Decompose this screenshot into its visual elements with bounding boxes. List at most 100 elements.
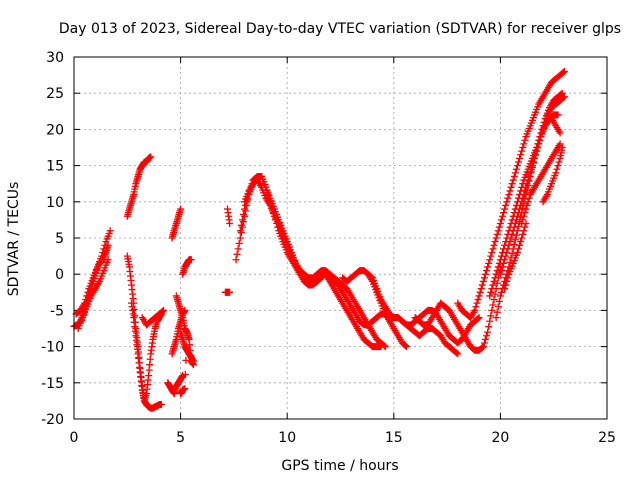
data-point <box>512 231 520 239</box>
data-point <box>515 209 523 217</box>
data-point <box>487 312 495 320</box>
data-point <box>518 147 526 155</box>
data-point <box>504 194 512 202</box>
data-point <box>505 241 513 249</box>
data-point <box>554 162 562 170</box>
x-tick-label: 0 <box>70 430 79 446</box>
data-point <box>517 238 525 246</box>
data-point <box>157 401 165 409</box>
data-point <box>525 172 533 180</box>
data-point <box>509 227 517 235</box>
data-point <box>519 230 527 238</box>
series-trace-16 <box>221 288 234 296</box>
data-point <box>101 241 109 249</box>
data-point <box>559 68 567 76</box>
y-axis-label: SDTVAR / TECUs <box>6 182 22 297</box>
data-point <box>521 209 529 217</box>
data-point <box>181 385 189 393</box>
data-point <box>525 194 533 202</box>
x-tick-label: 5 <box>176 430 185 446</box>
data-point <box>483 267 491 275</box>
data-point <box>160 306 168 314</box>
data-point <box>497 288 505 296</box>
data-point <box>491 274 499 282</box>
data-point <box>501 285 509 293</box>
data-point <box>479 277 487 285</box>
data-point <box>242 201 250 209</box>
data-point <box>509 176 517 184</box>
data-point <box>502 281 510 289</box>
data-point <box>182 356 190 364</box>
data-point <box>534 144 542 151</box>
data-point <box>527 165 535 173</box>
series-trace-8 <box>164 372 187 398</box>
data-point <box>490 296 498 304</box>
data-point <box>508 249 516 257</box>
data-point <box>484 263 492 271</box>
data-point <box>81 299 89 307</box>
data-point <box>489 245 497 253</box>
data-point <box>520 191 528 199</box>
data-point <box>524 198 532 206</box>
data-point <box>499 263 507 271</box>
data-point <box>475 314 483 322</box>
data-point <box>473 299 481 307</box>
series-trace-19 <box>241 176 389 351</box>
data-point <box>555 158 563 166</box>
data-point <box>501 205 509 213</box>
y-tick-label: 10 <box>46 195 64 211</box>
y-tick-label: -5 <box>50 303 64 319</box>
data-point <box>491 238 499 246</box>
data-point <box>494 227 502 235</box>
data-point <box>508 180 516 188</box>
data-point <box>518 220 526 228</box>
data-point <box>484 328 492 336</box>
data-point <box>485 323 493 331</box>
data-point <box>502 252 510 260</box>
data-point <box>552 169 560 177</box>
data-point <box>497 216 505 224</box>
data-point <box>504 274 512 282</box>
data-point <box>500 259 508 267</box>
series-trace-29 <box>539 144 566 206</box>
data-point <box>520 212 528 220</box>
data-point <box>501 256 509 264</box>
data-point <box>486 292 494 300</box>
data-point <box>477 285 485 293</box>
data-point <box>480 274 488 282</box>
series-trace-5 <box>123 252 165 412</box>
data-point <box>499 212 507 220</box>
data-point <box>511 236 519 244</box>
data-point <box>523 180 531 188</box>
data-point <box>519 216 527 224</box>
series-trace-28 <box>518 140 564 228</box>
data-point <box>453 349 461 357</box>
data-point <box>238 216 246 224</box>
data-point <box>494 303 502 311</box>
data-point <box>500 209 508 217</box>
data-point <box>513 162 521 170</box>
data-point <box>235 239 243 247</box>
data-point <box>517 201 525 209</box>
data-point <box>474 296 482 304</box>
data-point <box>402 342 410 350</box>
data-point <box>504 245 512 253</box>
data-point <box>106 227 114 235</box>
data-point <box>489 281 497 289</box>
data-point <box>239 210 247 218</box>
data-point <box>233 250 241 258</box>
data-point <box>519 144 527 151</box>
y-tick-label: -20 <box>41 412 64 428</box>
data-point <box>99 248 107 256</box>
data-point <box>486 317 494 325</box>
data-point <box>189 361 197 369</box>
data-point <box>529 158 537 166</box>
data-point <box>533 147 541 155</box>
data-point <box>471 306 479 314</box>
data-point <box>520 140 528 148</box>
series-trace-14 <box>177 328 197 398</box>
plot-frame <box>73 56 608 420</box>
data-point <box>511 220 519 228</box>
data-point <box>158 307 166 315</box>
data-point <box>236 227 244 235</box>
